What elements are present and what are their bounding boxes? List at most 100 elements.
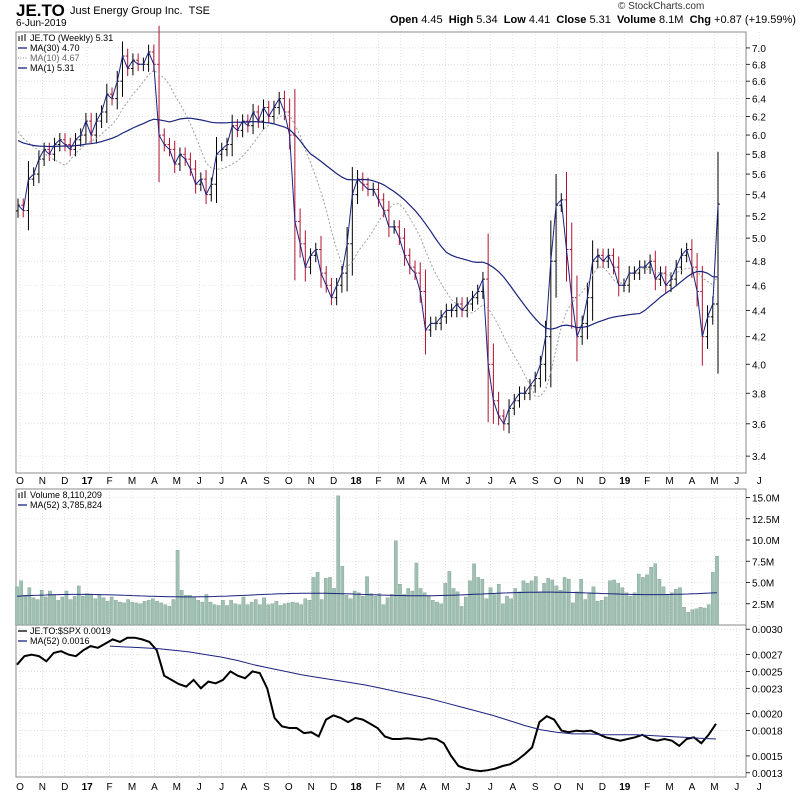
volume-bar (595, 601, 600, 626)
volume-bar (212, 604, 217, 626)
price-x-tick-label: D (599, 476, 606, 487)
price-x-tick-label: J (757, 476, 762, 487)
volume-bar (35, 599, 40, 626)
volume-bar (167, 606, 172, 626)
open-label: Open (390, 14, 419, 26)
volume-y-tick-label: 7.5M (752, 557, 774, 568)
volume-bar (249, 601, 254, 626)
price-y-tick-label: 4.8 (752, 257, 766, 268)
ratio-panel-frame (15, 624, 747, 778)
volume-bar (484, 598, 489, 626)
volume-bar (389, 594, 394, 626)
volume-bar (575, 591, 579, 626)
volume-bar (254, 599, 258, 626)
volume-bar (225, 605, 229, 626)
volume-bar (690, 609, 695, 626)
ratio-x-tick-label: S (263, 782, 270, 793)
ratio-x-tick-label: M (441, 782, 449, 793)
price-y-tick-label: 5.6 (752, 170, 766, 181)
volume-bar (282, 603, 287, 626)
price-x-tick-label: J (197, 476, 202, 487)
volume-bar (356, 592, 361, 626)
volume-bar (464, 596, 468, 626)
volume-bar (435, 601, 439, 626)
volume-bar (56, 600, 60, 626)
volume-bar (241, 596, 246, 626)
volume-bar (68, 599, 73, 626)
ratio-x-tick-label: M (710, 782, 718, 793)
volume-bar (60, 596, 65, 626)
ratio-x-tick-label: M (173, 782, 181, 793)
price-x-tick-label: J (466, 476, 471, 487)
volume-bar (138, 603, 143, 626)
price-x-tick-label: A (151, 476, 158, 487)
legend-label: Volume 8,110,209 (30, 490, 102, 500)
ratio-x-tick-label: J (466, 782, 471, 793)
price-x-tick-label: 18 (350, 476, 362, 487)
ratio-x-tick-label: A (509, 782, 516, 793)
volume-bar (587, 592, 592, 626)
price-y-tick-label: 3.6 (752, 420, 766, 431)
volume-bar (422, 592, 427, 626)
volume-bar (657, 578, 662, 626)
ratio-x-tick-label: J (219, 782, 224, 793)
price-x-tick-label: M (128, 476, 136, 487)
volume-bar (443, 583, 448, 626)
volume-bar (278, 605, 283, 626)
volume-bar (566, 578, 571, 626)
volume-bar (702, 607, 707, 626)
volume-bar (616, 583, 620, 626)
price-x-tick-label: F (107, 476, 113, 487)
price-x-tick-label: M (665, 476, 673, 487)
price-x-tick-label: A (241, 476, 248, 487)
volume-bar (15, 586, 19, 626)
y-axis-ticks: 3.4 3.6 3.8 4.0 4.2 4.4 4.6 4.8 5.0 5.2 5.4 5.6 5.8 6… (746, 44, 783, 780)
ratio-y-tick-label: 0.0027 (752, 651, 783, 662)
volume-bar (509, 598, 513, 626)
price-y-tick-label: 6.6 (752, 77, 766, 88)
volume-bars (15, 495, 719, 626)
ratio-x-tick-label: A (151, 782, 158, 793)
company-name-text: Just Energy Group Inc. (70, 5, 183, 17)
x-axis-ticks: O N D 17 F M A M J J A S O N D 18 F M A M J J A S O N D 19 F M A M J J O N D… (16, 476, 762, 793)
price-x-tick-label: D (330, 476, 337, 487)
price-x-tick-label: J (219, 476, 224, 487)
high-value: 5.34 (476, 14, 498, 26)
volume-bar (196, 600, 200, 626)
volume-bar (134, 602, 139, 626)
ratio-x-tick-label: J (197, 782, 202, 793)
stockcharts-brand: © StockCharts.com (618, 1, 705, 12)
ratio-x-tick-label: A (241, 782, 248, 793)
ratio-x-tick-label: D (599, 782, 606, 793)
legend-label: MA(30) 4.70 (30, 43, 80, 53)
price-x-tick-label: A (509, 476, 516, 487)
volume-bar (23, 595, 28, 626)
volume-bar (439, 603, 443, 626)
ratio-x-tick-label: 18 (350, 782, 362, 793)
legend-label: MA(52) 3,785,824 (30, 500, 102, 510)
volume-bar (694, 608, 699, 626)
ratio-x-tick-label: A (420, 782, 427, 793)
price-x-tick-label: F (644, 476, 650, 487)
price-y-tick-label: 3.4 (752, 452, 766, 463)
volume-bar (455, 591, 460, 626)
volume-bar (406, 588, 410, 626)
volume-bar (525, 583, 530, 626)
price-y-tick-label: 7.0 (752, 44, 766, 55)
volume-bar (604, 596, 608, 626)
volume-bar (583, 599, 588, 626)
volume-bar (488, 587, 493, 626)
price-x-tick-label: 17 (82, 476, 94, 487)
volume-bar (381, 604, 386, 626)
volume-bar (245, 604, 250, 626)
ratio-y-tick-label: 0.0023 (752, 684, 783, 695)
chart-date: 6-Jun-2019 (16, 18, 67, 29)
price-bars (16, 25, 720, 434)
volume-bar (130, 601, 135, 626)
volume-bar (122, 602, 126, 626)
volume-bar (636, 573, 641, 626)
volume-bar (628, 595, 633, 626)
price-x-tick-label: N (39, 476, 46, 487)
